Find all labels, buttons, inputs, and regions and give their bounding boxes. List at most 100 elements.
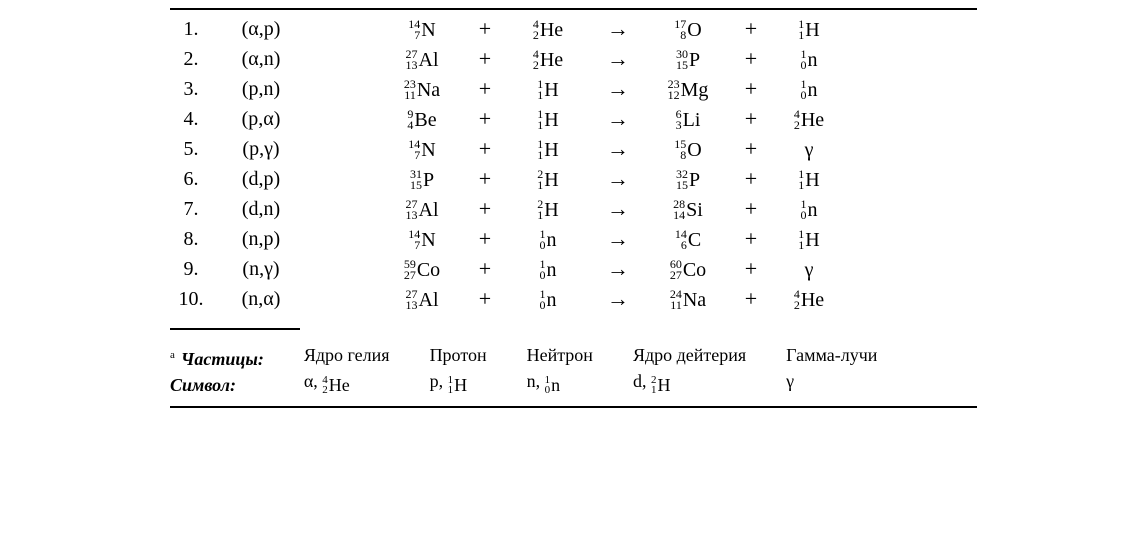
plus-sign: +: [732, 14, 770, 44]
atomic-number: 1: [537, 180, 543, 191]
nuclide: 21H: [537, 198, 558, 221]
reaction-code: (p,α): [212, 104, 310, 134]
reaction-code: (α,n): [212, 44, 310, 74]
reaction-row: 4.(p,α)94Be+11H→63Li+42He: [170, 104, 977, 134]
plus-sign: +: [732, 284, 770, 314]
atomic-number: 0: [540, 270, 546, 281]
nuclide: 10n: [801, 198, 818, 221]
nuclide: 42He: [794, 108, 824, 131]
atomic-number: 11: [670, 300, 682, 311]
top-rule: [170, 8, 977, 10]
element-symbol: N: [421, 230, 435, 250]
legend-particle-name: Нейтрон: [527, 342, 593, 368]
arrow: →: [592, 164, 644, 194]
element-symbol: Be: [414, 110, 436, 130]
element-symbol: H: [544, 80, 558, 100]
element-symbol: P: [423, 170, 434, 190]
atomic-number: 1: [448, 385, 454, 395]
reaction-code: (n,γ): [212, 254, 310, 284]
plus-sign: +: [466, 254, 504, 284]
arrow: →: [592, 134, 644, 164]
symbol: γ: [805, 138, 814, 161]
element-symbol: P: [689, 50, 700, 70]
element-symbol: n: [808, 80, 818, 100]
atomic-number: 0: [545, 385, 551, 395]
reaction-code: (n,p): [212, 224, 310, 254]
plus-sign: +: [466, 164, 504, 194]
nuclide: 3115P: [410, 168, 434, 191]
atomic-number: 15: [410, 180, 422, 191]
nuclide: 11H: [798, 168, 819, 191]
nuclide: 11H: [537, 78, 558, 101]
reactions-table: 1.(α,p)147N+42He→178O+11H2.(α,n)2713Al+4…: [170, 14, 977, 314]
atomic-number: 8: [674, 150, 686, 161]
reaction-code: (n,α): [212, 284, 310, 314]
nuclide: 11H: [798, 228, 819, 251]
legend-column: Протонp, 11H: [430, 342, 487, 396]
arrow: →: [592, 104, 644, 134]
row-number: 5.: [170, 134, 212, 164]
atomic-number: 7: [408, 240, 420, 251]
element-symbol: Al: [419, 50, 439, 70]
plus-sign: +: [732, 134, 770, 164]
plus-sign: +: [732, 254, 770, 284]
legend-column: Нейтронn, 10n: [527, 342, 593, 396]
row-number: 10.: [170, 284, 212, 314]
legend-particle-name: Ядро гелия: [304, 342, 390, 368]
reaction-row: 1.(α,p)147N+42He→178O+11H: [170, 14, 977, 44]
element-symbol: n: [547, 230, 557, 250]
element-symbol: n: [808, 200, 818, 220]
element-symbol: H: [657, 375, 670, 395]
symbol: γ: [805, 258, 814, 281]
nuclide: 94Be: [407, 108, 436, 131]
reaction-row: 9.(n,γ)5927Co+10n→6027Co+γ: [170, 254, 977, 284]
element-symbol: H: [544, 110, 558, 130]
legend-label-symbol: Символ:: [170, 372, 264, 398]
atomic-number: 15: [676, 60, 688, 71]
bottom-rule: [170, 406, 977, 408]
element-symbol: n: [551, 375, 560, 395]
nuclide: 42He: [794, 288, 824, 311]
row-number: 3.: [170, 74, 212, 104]
legend-particle-name: Гамма-лучи: [786, 342, 877, 368]
reaction-row: 6.(d,p)3115P+21H→3215P+11H: [170, 164, 977, 194]
plus-sign: +: [466, 284, 504, 314]
arrow: →: [592, 194, 644, 224]
atomic-number: 2: [322, 385, 328, 395]
reaction-row: 10.(n,α)2713Al+10n→2411Na+42He: [170, 284, 977, 314]
nuclide: 10n: [540, 288, 557, 311]
nuclide: 21H: [537, 168, 558, 191]
nuclide: 11H: [537, 108, 558, 131]
plus-sign: +: [466, 134, 504, 164]
nuclide: 11H: [537, 138, 558, 161]
reaction-row: 5.(p,γ)147N+11H→158O+γ: [170, 134, 977, 164]
element-symbol: Al: [419, 290, 439, 310]
nuclide: 147N: [408, 228, 435, 251]
atomic-number: 1: [537, 120, 543, 131]
nuclide: 158O: [674, 138, 701, 161]
nuclide: 5927Co: [404, 258, 440, 281]
nuclide: 2713Al: [406, 198, 439, 221]
element-symbol: N: [421, 140, 435, 160]
legend-symbol: α,: [304, 371, 322, 391]
document-page: 1.(α,p)147N+42He→178O+11H2.(α,n)2713Al+4…: [0, 0, 1127, 408]
nuclide: 2311Na: [404, 78, 440, 101]
element-symbol: C: [688, 230, 701, 250]
element-symbol: n: [808, 50, 818, 70]
mid-rule: [170, 328, 300, 330]
legend-particle-name: Ядро дейтерия: [633, 342, 746, 368]
atomic-number: 11: [404, 90, 416, 101]
nuclide: 10n: [801, 48, 818, 71]
nuclide: 10n: [540, 258, 557, 281]
element-symbol: H: [454, 375, 467, 395]
nuclide: 147N: [408, 138, 435, 161]
nuclide: 3215P: [676, 168, 700, 191]
plus-sign: +: [732, 44, 770, 74]
row-number: 7.: [170, 194, 212, 224]
element-symbol: Al: [419, 200, 439, 220]
element-symbol: He: [801, 110, 824, 130]
nuclide: 10n: [545, 370, 561, 396]
nuclide: 147N: [408, 18, 435, 41]
row-number: 1.: [170, 14, 212, 44]
element-symbol: Co: [683, 260, 706, 280]
